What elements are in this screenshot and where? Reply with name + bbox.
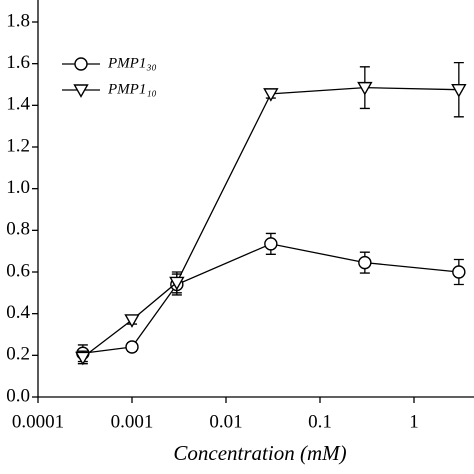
y-tick-label: 0.6 [6,260,30,281]
x-tick-label: 0.1 [308,411,332,432]
point [264,237,278,251]
x-tick-label: 0.01 [209,411,242,432]
point [358,255,372,270]
y-tick-label: 0.4 [6,302,30,323]
y-tick-label: 1.6 [6,52,30,73]
point [452,265,466,279]
x-tick-label: 1 [409,411,419,432]
legend-label: PMP1₁₀ [107,81,157,97]
point [451,84,467,98]
x-tick-label: 0.001 [111,411,154,432]
y-tick-label: 1.2 [6,135,30,156]
y-tick-label: 1.8 [6,10,30,31]
x-tick-label: 0.0001 [12,411,64,432]
point [357,81,373,96]
point [75,351,91,366]
legend-marker [74,57,88,71]
legend-marker [73,84,89,98]
point [263,88,279,102]
y-tick-label: 0.8 [6,219,30,240]
y-tick-label: 0.2 [6,344,30,365]
y-tick-label: 0.0 [6,385,30,406]
series-line [82,243,459,354]
series-line [82,86,459,358]
x-axis-label: Concentration (mM) [173,441,346,465]
point [124,314,140,328]
legend-label: PMP1₃₀ [107,55,157,71]
y-tick-label: 1.4 [6,94,30,115]
point [125,340,139,354]
y-tick-label: 1.0 [6,177,30,198]
point [169,276,185,291]
